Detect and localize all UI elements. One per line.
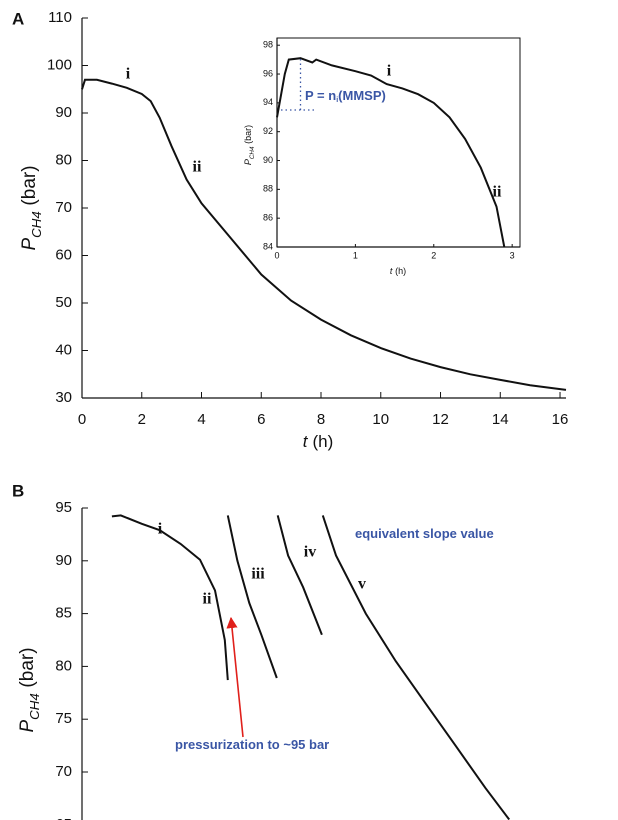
annotation-part: (MMSP): [338, 88, 386, 103]
y-tick-label: 65: [55, 816, 72, 820]
y-tick-label: 92: [263, 126, 273, 136]
y-tick-label: 85: [55, 605, 72, 622]
annotation: i: [158, 521, 163, 538]
panel-label: B: [12, 481, 24, 500]
annotation: iv: [304, 544, 316, 561]
annotation: v: [358, 576, 366, 593]
y-tick-label: 90: [55, 104, 72, 121]
y-tick-label: 95: [55, 499, 72, 516]
axis-label: t (h): [303, 432, 334, 451]
x-tick-label: 0: [274, 250, 279, 260]
data-line: [226, 515, 278, 679]
axis-label-part: (bar): [17, 647, 38, 687]
y-tick-label: 70: [55, 763, 72, 780]
y-tick-label: 60: [55, 246, 72, 263]
axis-label: PCH4 (bar): [17, 647, 42, 732]
x-tick-label: 2: [431, 250, 436, 260]
annotation: pressurization to ~95 bar: [175, 737, 329, 752]
axis-label-part: (h): [395, 266, 406, 276]
y-tick-label: 40: [55, 341, 72, 358]
annotation: i: [126, 66, 131, 83]
axis-label-part: CH4: [29, 211, 44, 238]
annotation-part: P = n: [305, 88, 336, 103]
axis-label-part: CH4: [249, 146, 256, 159]
data-line: [321, 515, 510, 820]
x-tick-label: 14: [492, 411, 509, 428]
annotation-part: pressurization to ~95 bar: [175, 737, 329, 752]
x-tick-label: 10: [372, 411, 389, 428]
annotation: ii: [203, 591, 212, 608]
axis-label-part: (bar): [243, 125, 253, 144]
y-tick-label: 90: [263, 155, 273, 165]
axis-label-part: t: [390, 266, 393, 276]
decorations: [226, 59, 316, 738]
axis-label: t (h): [390, 266, 406, 276]
y-tick-label: 100: [47, 56, 72, 73]
y-tick-label: 94: [263, 97, 273, 107]
axis-label-part: P: [17, 720, 38, 733]
y-tick-label: 70: [55, 199, 72, 216]
x-tick-label: 3: [510, 250, 515, 260]
annotation-part: i: [336, 97, 338, 104]
annotation: ii: [493, 184, 502, 201]
y-tick-label: 110: [48, 9, 72, 26]
axis-label-part: (h): [313, 432, 334, 451]
panel-label: A: [12, 9, 24, 28]
axis-label-part: P: [19, 238, 40, 251]
y-tick-label: 90: [55, 552, 72, 569]
annotation: equivalent slope value: [355, 526, 494, 541]
y-tick-label: 84: [263, 241, 273, 251]
x-tick-label: 2: [138, 411, 146, 428]
y-tick-label: 86: [263, 213, 273, 223]
arrow: [226, 616, 244, 738]
x-tick-label: 4: [197, 411, 205, 428]
axis-label-part: (bar): [19, 165, 40, 205]
y-tick-label: 50: [55, 294, 72, 311]
axis-label-part: CH4: [27, 693, 42, 720]
x-tick-label: 8: [317, 411, 325, 428]
x-tick-label: 1: [353, 250, 358, 260]
y-tick-label: 80: [55, 151, 72, 168]
plot-frame: [276, 37, 521, 248]
data-line: [111, 514, 229, 681]
data-line: [276, 57, 506, 248]
axis-label: PCH4 (bar): [19, 165, 44, 250]
axis-label-part: P: [243, 159, 253, 165]
annotation: ii: [193, 159, 202, 176]
annotation: P = ni(MMSP): [305, 88, 386, 104]
y-tick-label: 98: [263, 40, 273, 50]
annotation: i: [387, 63, 392, 80]
y-tick-label: 75: [55, 710, 72, 727]
x-tick-label: 6: [257, 411, 265, 428]
annotation: iii: [251, 566, 265, 583]
x-tick-label: 0: [78, 411, 86, 428]
axis-label-part: t: [303, 432, 309, 451]
x-tick-label: 12: [432, 411, 449, 428]
y-tick-label: 96: [263, 68, 273, 78]
x-tick-label: 16: [552, 411, 569, 428]
y-tick-label: 30: [55, 389, 72, 406]
annotation-part: equivalent slope value: [355, 526, 494, 541]
data-line: [81, 78, 567, 391]
data-line: [276, 515, 323, 636]
y-tick-label: 88: [263, 184, 273, 194]
y-tick-label: 80: [55, 657, 72, 674]
axis-label: PCH4 (bar): [243, 125, 256, 165]
